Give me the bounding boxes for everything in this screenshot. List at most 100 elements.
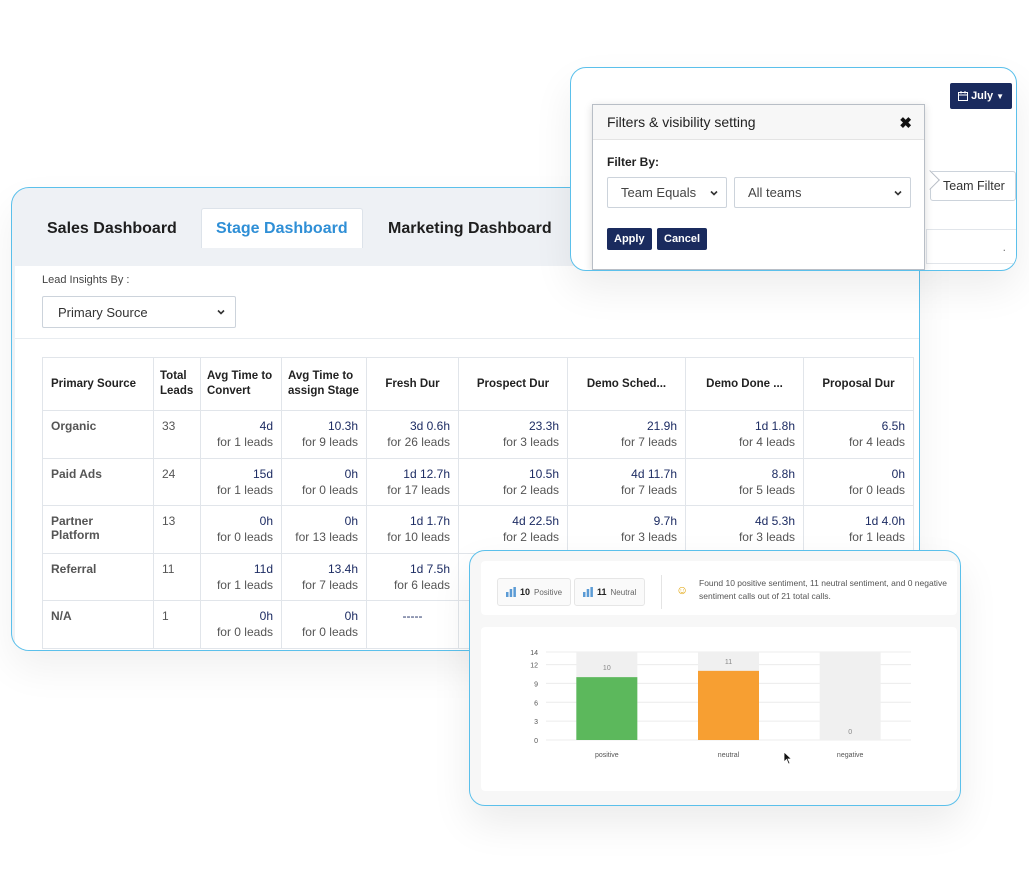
bar-positive[interactable] [576,677,638,740]
duration-value: 0h [344,514,358,528]
y-tick-label: 9 [534,681,538,688]
col-header[interactable]: Demo Sched... [567,357,686,411]
duration-cell: 9.7h for 3 leads [567,505,686,554]
col-header[interactable]: Proposal Dur [803,357,914,411]
total-leads-cell: 13 [153,505,201,554]
duration-value: 4d 5.3h [754,514,795,528]
bar-chart-icon [583,587,593,597]
col-header[interactable]: Prospect Dur [458,357,568,411]
duration-cell: 0h for 13 leads [281,505,367,554]
smile-icon: ☺ [676,583,689,597]
chevron-down-icon [217,309,225,315]
apply-button[interactable]: Apply [607,228,652,250]
source-cell: Referral [42,552,154,601]
total-leads-cell: 11 [153,552,201,601]
duration-cell: 10.5h for 2 leads [458,457,568,506]
duration-cell: 8.8h for 5 leads [685,457,804,506]
col-header[interactable]: Total Leads [153,357,201,411]
x-tick-label: positive [595,752,619,759]
duration-value: 0h [344,609,358,623]
calendar-icon [958,91,969,101]
table-row[interactable]: Organic 33 4d for 1 leads 10.3h for 9 leads 3d… [42,410,914,459]
table-row[interactable]: Paid Ads 24 15d for 1 leads 0h for 0 leads 1d … [42,457,914,506]
lead-count: for 1 leads [216,435,273,449]
duration-value: 1d 12.7h [403,466,450,481]
data-label: 10 [603,665,611,672]
cancel-button[interactable]: Cancel [657,228,708,250]
lead-count: for 3 leads [620,530,677,544]
lead-count: for 2 leads [502,482,559,497]
x-tick-label: neutral [718,752,740,759]
month-button[interactable]: July ▼ [950,83,1012,109]
filter-value-select[interactable]: All teams [734,177,911,208]
bar-neutral[interactable] [698,670,759,740]
col-header[interactable]: Fresh Dur [366,357,459,411]
duration-cell: 10.3h for 9 leads [281,410,367,459]
col-header[interactable]: Primary Source [42,357,154,411]
y-tick-label: 0 [534,738,538,745]
lead-count: for 17 leads [387,482,450,497]
mouse-cursor-icon [783,751,793,765]
popover-header: Filters & visibility setting ✖ [593,105,924,140]
duration-cell: 3d 0.6h for 26 leads [366,410,459,459]
lead-count: for 0 leads [301,482,358,497]
duration-value: 1d 7.5h [409,561,450,576]
col-header[interactable]: Avg Time to Convert [200,357,282,411]
lead-count: for 3 leads [738,530,795,544]
lead-insights-select[interactable]: Primary Source [42,296,236,328]
duration-cell: 1d 1.7h for 10 leads [366,505,459,554]
duration-value: 0h [259,514,273,528]
table-row[interactable]: Partner Platform 13 0h for 0 leads 0h for 13 … [42,505,914,554]
duration-cell: 0h for 0 leads [281,600,367,649]
col-header[interactable]: Avg Time to assign Stage [281,357,367,411]
duration-cell: 1d 4.0h for 1 leads [803,505,914,554]
tab-sales-dashboard[interactable]: Sales Dashboard [47,220,177,237]
duration-value: 0h [259,609,273,623]
duration-cell: 21.9h for 7 leads [567,410,686,459]
duration-value: 13.4h [327,561,358,576]
lead-count: for 4 leads [738,435,795,449]
duration-cell: 6.5h for 4 leads [803,410,914,459]
duration-value: 1d 4.0h [864,514,905,528]
lead-count: for 10 leads [387,530,450,544]
team-filter-button[interactable]: Team Filter [930,171,1016,201]
col-header[interactable]: Demo Done ... [685,357,804,411]
duration-value: ----- [402,609,423,623]
lead-count: for 0 leads [216,625,273,639]
duration-value: 6.5h [881,419,905,433]
data-label: 11 [725,659,732,666]
lead-count: for 13 leads [295,530,358,544]
lead-count: for 5 leads [738,482,795,497]
source-cell: Paid Ads [42,457,154,506]
lead-count: for 1 leads [848,530,905,544]
tab-stage-dashboard[interactable]: Stage Dashboard [201,208,363,248]
filter-condition-select[interactable]: Team Equals [607,177,727,208]
table-header-row: Primary Source Total Leads Avg Time to C… [42,357,914,411]
data-label: 0 [848,729,852,736]
duration-cell: 1d 12.7h for 17 leads [366,457,459,506]
neutral-badge[interactable]: 11 Neutral [574,578,646,606]
filter-by-label: Filter By: [607,155,660,169]
duration-cell: 13.4h for 7 leads [281,552,367,601]
neutral-label: Neutral [610,587,637,597]
total-leads-cell: 33 [153,410,201,459]
duration-value: 10.5h [528,466,559,481]
duration-cell: 0h for 0 leads [281,457,367,506]
tab-marketing-dashboard[interactable]: Marketing Dashboard [388,220,552,237]
duration-value: 21.9h [646,419,677,433]
lead-count: for 0 leads [301,625,358,639]
lead-count: for 6 leads [393,577,450,592]
positive-badge[interactable]: 10 Positive [497,578,572,606]
divider [15,338,919,339]
y-tick-label: 6 [534,700,538,707]
y-tick-label: 12 [530,663,538,670]
duration-value: 4d 22.5h [512,514,559,528]
duration-value: 3d 0.6h [409,419,450,433]
duration-cell: 23.3h for 3 leads [458,410,568,459]
duration-cell: 4d 22.5h for 2 leads [458,505,568,554]
close-icon[interactable]: ✖ [899,115,912,132]
lead-count: for 3 leads [502,435,559,449]
duration-value: 4d 11.7h [631,466,677,481]
positive-label: Positive [534,587,563,597]
